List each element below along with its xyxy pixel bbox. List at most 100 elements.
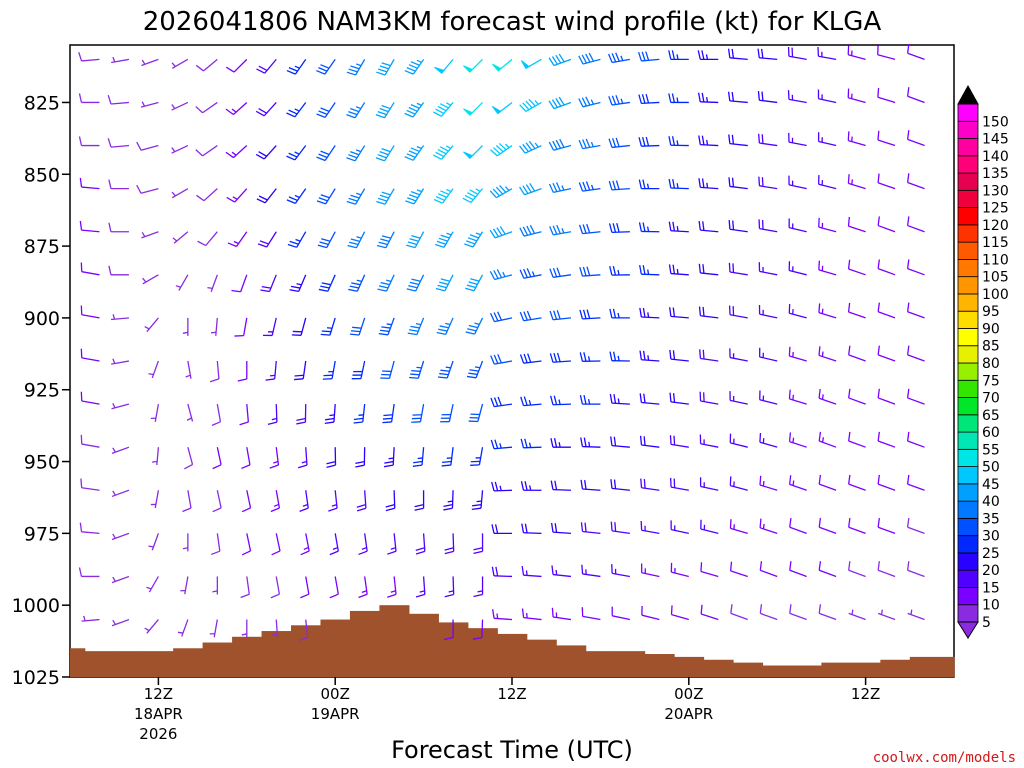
barb-flag bbox=[582, 139, 587, 149]
barb-flag bbox=[906, 259, 910, 269]
barb-flag bbox=[669, 349, 672, 360]
barb-flag bbox=[554, 480, 558, 490]
barb-flag bbox=[608, 223, 613, 233]
barb-staff bbox=[493, 575, 513, 578]
barb-flag bbox=[645, 136, 650, 147]
barb-staff bbox=[759, 484, 778, 491]
terrain-column bbox=[821, 662, 852, 677]
barb-staff bbox=[184, 576, 189, 595]
barb-half-flag bbox=[821, 351, 824, 357]
wind-barb bbox=[443, 619, 454, 641]
barb-flag bbox=[668, 264, 672, 274]
barb-pennant bbox=[463, 151, 474, 159]
barb-half-flag bbox=[182, 331, 188, 334]
barb-flag bbox=[818, 517, 822, 528]
barb-flag bbox=[614, 522, 617, 532]
wind-barb bbox=[549, 267, 572, 278]
barb-staff bbox=[818, 612, 837, 621]
wind-barb bbox=[699, 477, 719, 491]
barb-flag bbox=[490, 439, 495, 449]
wind-barb bbox=[322, 360, 336, 380]
wind-barb bbox=[434, 58, 454, 74]
barb-flag bbox=[257, 243, 267, 248]
barb-flag bbox=[848, 388, 851, 399]
barb-flag bbox=[440, 278, 450, 282]
barb-flag bbox=[529, 182, 536, 192]
terrain-column bbox=[615, 651, 646, 677]
barb-staff bbox=[848, 268, 866, 276]
barb-staff bbox=[582, 445, 601, 448]
barb-staff bbox=[452, 576, 455, 595]
barb-flag bbox=[443, 504, 453, 507]
barb-staff bbox=[473, 274, 484, 292]
wind-barb bbox=[847, 216, 866, 233]
barb-half-flag bbox=[647, 269, 650, 275]
wind-barb bbox=[184, 447, 194, 470]
barb-half-flag bbox=[561, 185, 565, 191]
wind-barb bbox=[877, 474, 896, 491]
barb-flag bbox=[520, 396, 525, 406]
barb-staff bbox=[700, 443, 719, 448]
y-tick-label: 975 bbox=[24, 523, 60, 545]
barb-staff bbox=[729, 271, 748, 276]
barb-flag bbox=[226, 196, 236, 203]
colorbar-segment bbox=[957, 345, 979, 364]
barb-flag bbox=[638, 179, 642, 189]
wind-barb bbox=[669, 392, 689, 405]
barb-flag bbox=[410, 61, 420, 66]
barb-flag bbox=[526, 268, 532, 278]
barb-flag bbox=[493, 270, 499, 279]
barb-staff bbox=[215, 317, 218, 336]
wind-barb bbox=[346, 188, 366, 205]
wind-barb bbox=[375, 145, 395, 162]
barb-flag bbox=[524, 523, 528, 533]
barb-half-flag bbox=[361, 590, 367, 594]
barb-flag bbox=[261, 286, 271, 289]
terrain-column bbox=[202, 642, 233, 677]
barb-flag bbox=[469, 369, 479, 372]
barb-flag bbox=[610, 521, 613, 531]
barb-half-flag bbox=[880, 609, 883, 615]
barb-flag bbox=[581, 54, 588, 64]
barb-flag bbox=[615, 95, 620, 105]
barb-flag bbox=[761, 91, 764, 101]
wind-barb bbox=[729, 391, 748, 405]
barb-staff bbox=[818, 440, 837, 448]
barb-flag bbox=[877, 259, 880, 269]
barb-flag bbox=[551, 565, 554, 575]
barb-flag bbox=[640, 478, 643, 488]
barb-flag bbox=[318, 67, 328, 72]
barb-flag bbox=[385, 504, 395, 508]
wind-barb bbox=[729, 476, 748, 491]
barb-flag bbox=[440, 190, 450, 196]
barb-flag bbox=[489, 229, 496, 239]
barb-staff bbox=[907, 181, 925, 190]
barb-half-flag bbox=[144, 325, 150, 330]
barb-flag bbox=[437, 105, 447, 112]
barb-flag bbox=[578, 98, 584, 108]
barb-staff bbox=[788, 55, 807, 61]
barb-flag bbox=[551, 607, 554, 618]
barb-staff bbox=[759, 142, 778, 147]
wind-barb bbox=[437, 360, 454, 379]
barb-flag bbox=[553, 310, 558, 320]
barb-staff bbox=[877, 569, 896, 578]
wind-barb bbox=[609, 393, 630, 405]
wind-barb bbox=[877, 302, 896, 319]
barb-flag bbox=[329, 593, 339, 599]
wind-barb bbox=[787, 46, 807, 61]
barb-flag bbox=[579, 394, 584, 405]
x-tick-label: 12Z bbox=[144, 685, 173, 703]
wind-barb bbox=[404, 58, 425, 75]
wind-barb bbox=[150, 403, 160, 422]
barb-flag bbox=[489, 312, 495, 322]
barb-flag bbox=[225, 151, 234, 159]
barb-half-flag bbox=[617, 269, 620, 276]
wind-barb bbox=[412, 447, 425, 467]
wind-barb bbox=[848, 609, 866, 621]
barb-staff bbox=[848, 569, 866, 578]
barb-flag bbox=[321, 238, 331, 242]
wind-barb bbox=[906, 87, 925, 104]
barb-half-flag bbox=[851, 609, 854, 615]
wind-barb bbox=[906, 43, 925, 60]
